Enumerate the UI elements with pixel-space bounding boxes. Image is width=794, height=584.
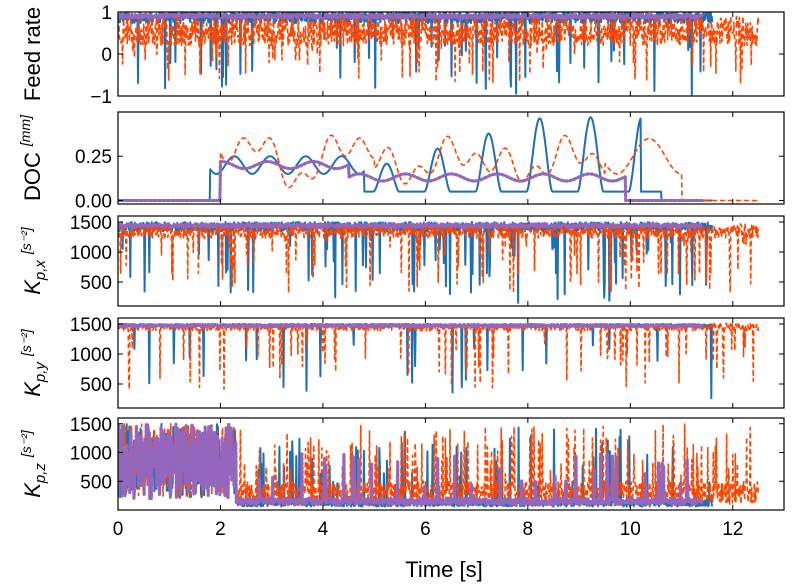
x-tick-label: 2 bbox=[215, 519, 226, 540]
x-axis-label: Time [s] bbox=[405, 557, 482, 582]
subplot-kp-z: 500 1000 1500 0 2 4 6 8 10 12 Kp,z[s⁻²] bbox=[18, 415, 785, 540]
plot-frame bbox=[117, 417, 785, 511]
plot-frame bbox=[117, 111, 785, 205]
y-tick-label: 1500 bbox=[70, 315, 112, 336]
x-tick-label: 8 bbox=[523, 519, 534, 540]
y-tick-label: 0.00 bbox=[75, 191, 112, 212]
y-axis-label: Kp,y[s⁻²] bbox=[18, 328, 49, 397]
y-tick-label: 1500 bbox=[70, 213, 112, 234]
subplot-kp-y: 500 1000 1500 Kp,y[s⁻²] bbox=[18, 315, 785, 409]
series-line-dotted bbox=[118, 12, 704, 20]
y-tick-label: 0 bbox=[101, 45, 112, 66]
y-tick-label: 1000 bbox=[70, 444, 112, 465]
y-tick-label: 500 bbox=[80, 273, 112, 294]
y-tick-label: −1 bbox=[90, 87, 112, 108]
series-line-dotted bbox=[118, 323, 704, 329]
series-line-dashed bbox=[118, 15, 760, 85]
x-tick-label: 0 bbox=[113, 519, 124, 540]
series-line-dotted bbox=[118, 422, 704, 507]
y-axis-label: Kp,z[s⁻²] bbox=[18, 429, 49, 498]
plot-frame bbox=[117, 317, 785, 409]
y-axis-label: Feed rate bbox=[20, 7, 45, 101]
y-tick-label: 0.25 bbox=[75, 147, 112, 168]
subplot-feed-rate: −1 0 1 Feed rate bbox=[20, 3, 785, 108]
y-tick-label: 1500 bbox=[70, 415, 112, 436]
y-tick-label: 500 bbox=[80, 375, 112, 396]
subplot-kp-x: 500 1000 1500 Kp,x[s⁻²] bbox=[18, 213, 785, 307]
series-line-dashed bbox=[118, 134, 759, 202]
y-tick-label: 1 bbox=[101, 3, 112, 24]
series-line-dotted bbox=[118, 159, 704, 203]
series-line-solid bbox=[118, 116, 713, 202]
y-tick-label: 500 bbox=[80, 472, 112, 493]
y-axis-label: Kp,x[s⁻²] bbox=[18, 226, 49, 295]
x-tick-label: 6 bbox=[420, 519, 431, 540]
y-axis-label: DOC[mm] bbox=[17, 114, 45, 201]
y-tick-label: 1000 bbox=[70, 243, 112, 264]
series-line-dotted bbox=[118, 222, 704, 229]
plot-frame bbox=[117, 215, 785, 307]
x-tick-label: 10 bbox=[620, 519, 641, 540]
x-tick-label: 12 bbox=[722, 519, 743, 540]
subplot-doc: 0.00 0.25 DOC[mm] bbox=[17, 111, 785, 212]
series-line-dashed bbox=[118, 223, 760, 294]
series-line-dashed bbox=[118, 322, 760, 391]
y-tick-label: 1000 bbox=[70, 345, 112, 366]
x-tick-label: 4 bbox=[318, 519, 329, 540]
